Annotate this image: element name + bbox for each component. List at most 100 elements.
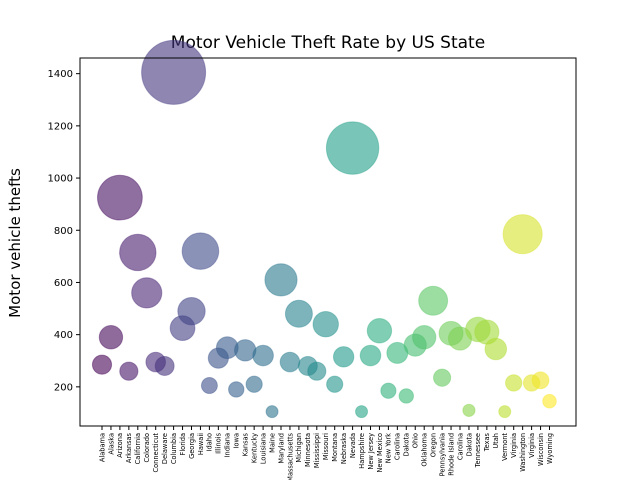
bubble-maine — [265, 405, 279, 419]
y-axis: 200 400 600 800 1000 1200 1400 — [48, 69, 80, 393]
x-tick-label: Alaska — [107, 433, 115, 455]
x-tick-label: Nebraska — [340, 433, 348, 464]
y-tick-label: 1000 — [48, 174, 73, 185]
x-tick-label: Mississippi — [313, 433, 321, 468]
bubble-nevada — [325, 121, 380, 175]
y-tick-label: 800 — [54, 226, 73, 237]
plot-frame — [79, 57, 577, 427]
x-tick-label: Florida — [179, 433, 187, 455]
x-tick-label: Missouri — [322, 433, 330, 460]
bubble-massachusetts — [279, 351, 301, 373]
bubble-california — [119, 233, 157, 272]
x-tick-label: Idaho — [206, 433, 214, 451]
bubble-colorado — [131, 277, 163, 309]
x-tick-label: Dakota — [403, 433, 411, 456]
x-tick-label: Wyoming — [546, 433, 554, 464]
x-tick-label: Dakota — [465, 433, 473, 456]
x-tick-label: New Jersey — [367, 433, 375, 470]
bubble-louisiana — [252, 344, 274, 367]
bubble-north-dakota — [398, 388, 414, 404]
x-tick-label: Georgia — [188, 433, 196, 459]
x-tick-label: Maryland — [277, 433, 285, 464]
x-tick-label: Carolina — [394, 433, 402, 460]
bubble-idaho — [200, 377, 218, 395]
y-tick-label: 600 — [54, 278, 73, 289]
x-tick-label: Louisiana — [259, 433, 267, 464]
bubble-kentucky — [245, 375, 263, 393]
x-tick-label: Washington — [519, 433, 527, 472]
x-tick-label: Illinois — [215, 432, 223, 453]
bubble-delaware — [154, 355, 175, 376]
bubble-vermont — [498, 405, 512, 419]
y-axis-label: Motor vehicle thefts — [6, 168, 24, 318]
bubble-oregon — [418, 285, 449, 316]
bubble-oklahoma — [412, 325, 437, 350]
x-tick-label: Maine — [268, 433, 276, 453]
y-tick-label: 1200 — [48, 121, 73, 132]
bubble-michigan — [284, 299, 313, 328]
x-tick-label: Kansas — [242, 432, 250, 456]
x-axis: Alabama Alaska Arizona Arkansas California Co… — [98, 426, 554, 480]
x-tick-label: Ohio — [412, 433, 420, 448]
x-tick-label: Arizona — [116, 433, 124, 458]
bubble-mississippi — [307, 361, 327, 381]
x-tick-label: New Mexico — [376, 433, 384, 473]
x-tick-label: Massachusetts — [286, 432, 294, 480]
bubble-maryland — [264, 263, 298, 297]
x-tick-label: Rhode Island — [447, 433, 455, 476]
x-tick-label: New York — [385, 433, 393, 463]
x-tick-label: Hawaii — [197, 433, 205, 455]
x-tick-label: Virginia — [528, 433, 536, 458]
bubble-iowa — [228, 381, 245, 398]
bubble-georgia — [177, 296, 206, 326]
x-tick-label: Connecticut — [152, 433, 160, 473]
x-tick-label: Tennessee — [474, 433, 482, 468]
x-tick-label: Minnesota — [304, 433, 312, 467]
x-tick-label: Alabama — [98, 433, 106, 462]
bubble-new-jersey — [359, 344, 382, 367]
x-tick-label: Utah — [492, 433, 500, 449]
x-tick-label: Vermont — [501, 433, 509, 461]
bubble-wisconsin — [531, 371, 550, 390]
x-tick-label: Colorado — [143, 433, 151, 462]
chart-title: Motor Vehicle Theft Rate by US State — [171, 33, 485, 53]
bubble-new-hampshire — [355, 405, 369, 419]
x-tick-label: Oregon — [429, 433, 437, 457]
x-tick-label: Montana — [331, 433, 339, 462]
bubble-south-dakota — [462, 403, 476, 417]
bubble-washington — [502, 214, 543, 255]
y-tick-label: 200 — [54, 382, 73, 393]
bubble-new-york — [380, 382, 397, 399]
x-tick-label: Arkansas — [125, 432, 133, 463]
bubble-utah — [484, 337, 508, 361]
x-tick-label: Nevada — [349, 433, 357, 458]
x-tick-label: Iowa — [233, 433, 241, 448]
y-tick-label: 400 — [54, 330, 73, 341]
x-tick-label: Kentucky — [250, 433, 258, 463]
bubble-missouri — [312, 311, 339, 338]
x-tick-label: Columbia — [170, 433, 178, 464]
x-tick-label: Michigan — [295, 433, 303, 463]
bubble-alabama — [91, 354, 113, 375]
bubble-virginia — [505, 374, 523, 392]
x-tick-label: Virginia — [510, 433, 518, 458]
x-tick-label: Texas — [483, 432, 491, 452]
x-tick-label: Oklahoma — [421, 433, 429, 467]
x-tick-label: Pennsylvania — [438, 433, 446, 476]
bubble-alaska — [98, 325, 124, 350]
x-tick-label: Hampshire — [358, 433, 366, 469]
y-tick-label: 1400 — [48, 69, 73, 80]
x-tick-label: California — [134, 433, 142, 464]
x-tick-label: Carolina — [456, 433, 464, 460]
bubble-layer — [91, 39, 557, 419]
bubble-columbia — [141, 39, 207, 105]
bubble-montana — [326, 375, 344, 393]
bubble-nebraska — [332, 346, 355, 368]
bubble-new-mexico — [366, 318, 393, 344]
bubble-arizona — [97, 174, 143, 221]
bubble-pennsylvania — [433, 368, 452, 387]
bubble-hawaii — [181, 232, 220, 270]
bubble-arkansas — [119, 361, 139, 381]
bubble-wyoming — [542, 393, 557, 409]
